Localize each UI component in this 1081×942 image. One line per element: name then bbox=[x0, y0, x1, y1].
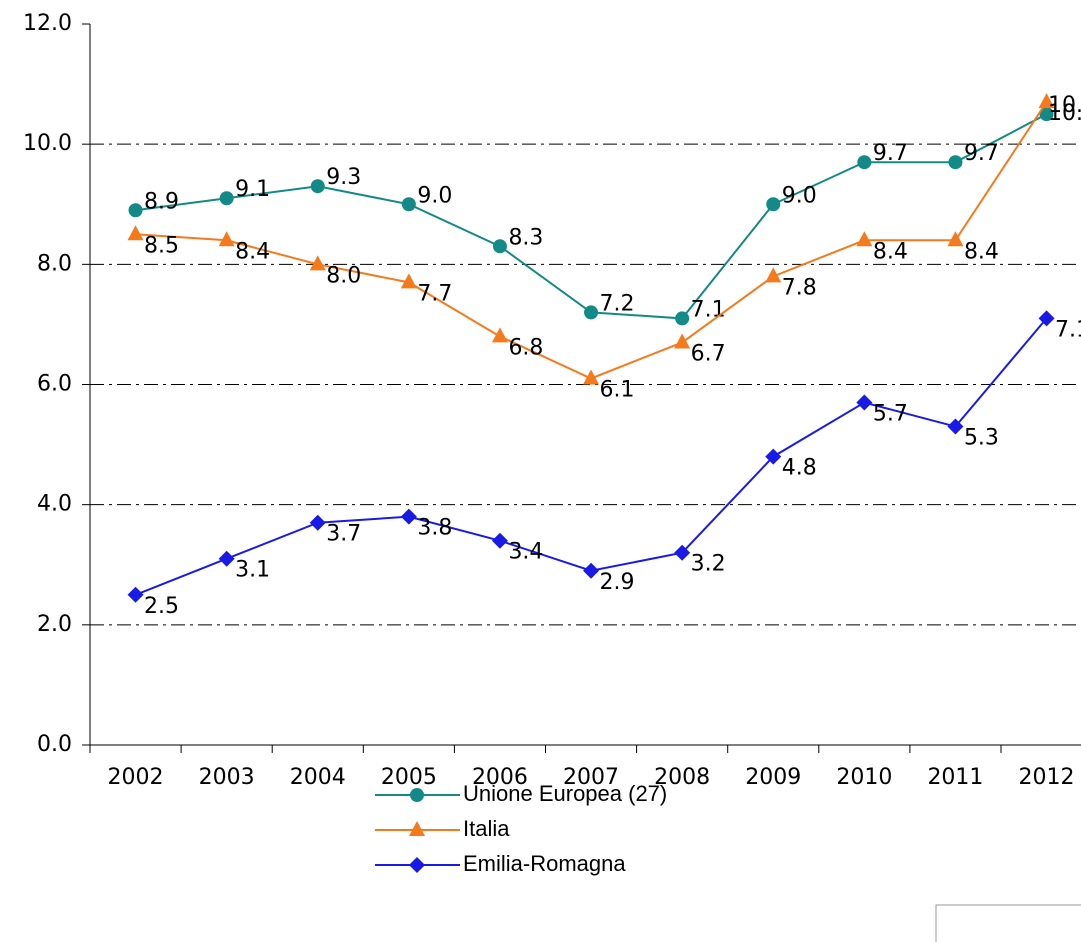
data-label: 6.1 bbox=[600, 377, 635, 402]
point bbox=[127, 586, 144, 603]
data-label: 9.7 bbox=[964, 141, 999, 166]
point bbox=[856, 231, 873, 247]
data-label: 8.4 bbox=[873, 239, 908, 264]
point bbox=[947, 231, 964, 247]
point bbox=[127, 225, 144, 241]
data-label: 7.1 bbox=[1055, 317, 1081, 342]
point bbox=[765, 267, 782, 283]
x-tick-label: 2008 bbox=[654, 765, 710, 790]
data-label: 7.8 bbox=[782, 275, 817, 300]
point bbox=[1038, 310, 1055, 327]
data-label: 3.1 bbox=[235, 558, 270, 583]
point bbox=[947, 418, 964, 435]
point bbox=[218, 550, 235, 567]
y-tick-label: 12.0 bbox=[23, 11, 72, 36]
legend-label: Emilia-Romagna bbox=[463, 851, 626, 876]
x-tick-label: 2007 bbox=[563, 765, 619, 790]
x-tick-label: 2005 bbox=[381, 765, 437, 790]
point bbox=[584, 305, 599, 320]
point bbox=[492, 239, 507, 254]
data-label: 7.2 bbox=[600, 291, 635, 316]
point bbox=[675, 311, 690, 326]
point bbox=[1038, 93, 1055, 109]
point bbox=[400, 273, 417, 289]
data-label: 9.1 bbox=[235, 177, 270, 202]
data-label: 2.5 bbox=[144, 594, 179, 619]
point bbox=[674, 333, 691, 349]
data-label: 8.0 bbox=[326, 263, 361, 288]
data-label: 9.7 bbox=[873, 141, 908, 166]
data-label: 6.8 bbox=[508, 335, 543, 360]
point bbox=[583, 369, 600, 385]
x-tick-label: 2010 bbox=[836, 765, 892, 790]
y-tick-label: 6.0 bbox=[37, 372, 72, 397]
legend-marker bbox=[409, 821, 425, 836]
legend-label: Unione Europea (27) bbox=[463, 781, 667, 806]
y-tick-label: 8.0 bbox=[37, 251, 72, 276]
data-label: 7.1 bbox=[691, 297, 726, 322]
frame-fragment bbox=[935, 904, 1081, 942]
point bbox=[491, 327, 508, 343]
point bbox=[400, 508, 417, 525]
point bbox=[128, 203, 143, 218]
data-label: 8.4 bbox=[964, 239, 999, 264]
data-label: 8.3 bbox=[508, 225, 543, 250]
point bbox=[583, 562, 600, 579]
legend-marker bbox=[409, 857, 425, 873]
data-label: 8.9 bbox=[144, 189, 179, 214]
x-tick-label: 2004 bbox=[290, 765, 346, 790]
data-label: 5.7 bbox=[873, 402, 908, 427]
data-label: 9.3 bbox=[326, 165, 361, 190]
point bbox=[491, 532, 508, 549]
data-label: 8.4 bbox=[235, 239, 270, 264]
x-tick-label: 2009 bbox=[745, 765, 801, 790]
point bbox=[1039, 107, 1054, 122]
point bbox=[766, 197, 781, 212]
series-line bbox=[135, 317, 1048, 596]
point bbox=[856, 394, 873, 411]
legend-label: Italia bbox=[463, 816, 510, 841]
data-label: 3.8 bbox=[417, 516, 452, 541]
legend-marker bbox=[410, 788, 424, 802]
y-tick-label: 4.0 bbox=[37, 492, 72, 517]
y-tick-label: 0.0 bbox=[37, 732, 72, 757]
data-label: 3.7 bbox=[326, 522, 361, 547]
data-label: 9.0 bbox=[417, 183, 452, 208]
point bbox=[857, 155, 872, 170]
data-label: 3.4 bbox=[508, 540, 543, 565]
point bbox=[219, 191, 234, 206]
x-tick-label: 2011 bbox=[927, 765, 983, 790]
point bbox=[674, 544, 691, 561]
x-tick-label: 2002 bbox=[108, 765, 164, 790]
data-label: 6.7 bbox=[691, 341, 726, 366]
series-line bbox=[135, 101, 1048, 380]
point bbox=[401, 197, 416, 212]
point bbox=[765, 448, 782, 465]
data-label: 4.8 bbox=[782, 456, 817, 481]
data-label: 10.5 bbox=[1048, 93, 1081, 118]
series-line bbox=[135, 113, 1048, 320]
data-label: 2.9 bbox=[600, 570, 635, 595]
data-label: 8.5 bbox=[144, 233, 179, 258]
point bbox=[218, 231, 235, 247]
x-tick-label: 2003 bbox=[199, 765, 255, 790]
y-tick-label: 2.0 bbox=[37, 612, 72, 637]
data-label: 5.3 bbox=[964, 426, 999, 451]
x-tick-label: 2006 bbox=[472, 765, 528, 790]
point bbox=[948, 155, 963, 170]
x-tick-label: 2012 bbox=[1019, 765, 1075, 790]
data-label: 7.7 bbox=[417, 281, 452, 306]
data-label: 9.0 bbox=[782, 183, 817, 208]
data-label: 10.7 bbox=[1048, 101, 1081, 126]
y-tick-label: 10.0 bbox=[23, 131, 72, 156]
point bbox=[310, 179, 325, 194]
data-label: 3.2 bbox=[691, 552, 726, 577]
point bbox=[309, 255, 326, 271]
point bbox=[309, 514, 326, 531]
